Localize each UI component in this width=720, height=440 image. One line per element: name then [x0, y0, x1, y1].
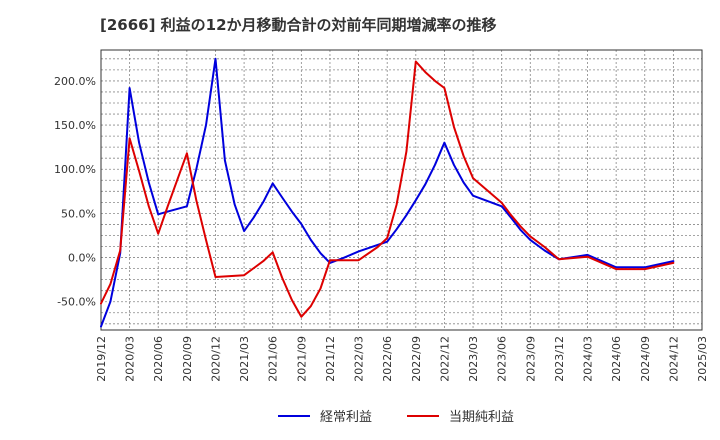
x-tick-label: 2024/12 [667, 336, 680, 382]
x-tick-label: 2024/09 [639, 336, 652, 382]
x-tick-label: 2020/03 [124, 336, 137, 382]
x-tick-label: 2025/03 [696, 336, 709, 382]
x-tick-label: 2020/09 [181, 336, 194, 382]
legend-label-2: 当期純利益 [449, 410, 514, 425]
chart-title: [2666] 利益の12か月移動合計の対前年同期増減率の推移 [100, 16, 497, 34]
x-tick-label: 2023/03 [467, 336, 480, 382]
x-tick-label: 2023/12 [553, 336, 566, 382]
y-tick-label: 150.0% [54, 119, 96, 132]
plot-frame [100, 49, 703, 331]
x-tick-label: 2020/06 [152, 336, 165, 382]
legend-label-1: 経常利益 [320, 410, 372, 425]
x-tick-label: 2019/12 [95, 336, 108, 382]
x-tick-label: 2022/12 [438, 336, 451, 382]
gridlines [100, 50, 703, 330]
x-tick-label: 2024/03 [582, 336, 595, 382]
y-tick-label: 200.0% [54, 75, 96, 88]
x-tick-label: 2020/12 [209, 336, 222, 382]
axes: -50.0% 0.0% 50.0% 100.0% 150.0% 200.0% 2019/12… [54, 49, 709, 382]
x-tick-label: 2022/03 [353, 336, 366, 382]
series-line-2 [100, 60, 675, 318]
x-tick-label: 2021/09 [295, 336, 308, 382]
x-tick-label: 2023/09 [524, 336, 537, 382]
x-tick-label: 2021/12 [324, 336, 337, 382]
series-line-1 [100, 57, 675, 328]
legend: 経常利益 当期純利益 [278, 410, 514, 425]
series-group [100, 57, 675, 328]
y-tick-label: 0.0% [68, 252, 96, 265]
x-tick-label: 2021/06 [267, 336, 280, 382]
x-tick-label: 2023/06 [496, 336, 509, 382]
y-tick-label: -50.0% [57, 296, 96, 309]
y-tick-label: 50.0% [61, 207, 96, 220]
x-tick-label: 2022/06 [381, 336, 394, 382]
y-tick-label: 100.0% [54, 163, 96, 176]
x-tick-label: 2022/09 [410, 336, 423, 382]
x-tick-label: 2021/03 [238, 336, 251, 382]
x-tick-label: 2024/06 [610, 336, 623, 382]
